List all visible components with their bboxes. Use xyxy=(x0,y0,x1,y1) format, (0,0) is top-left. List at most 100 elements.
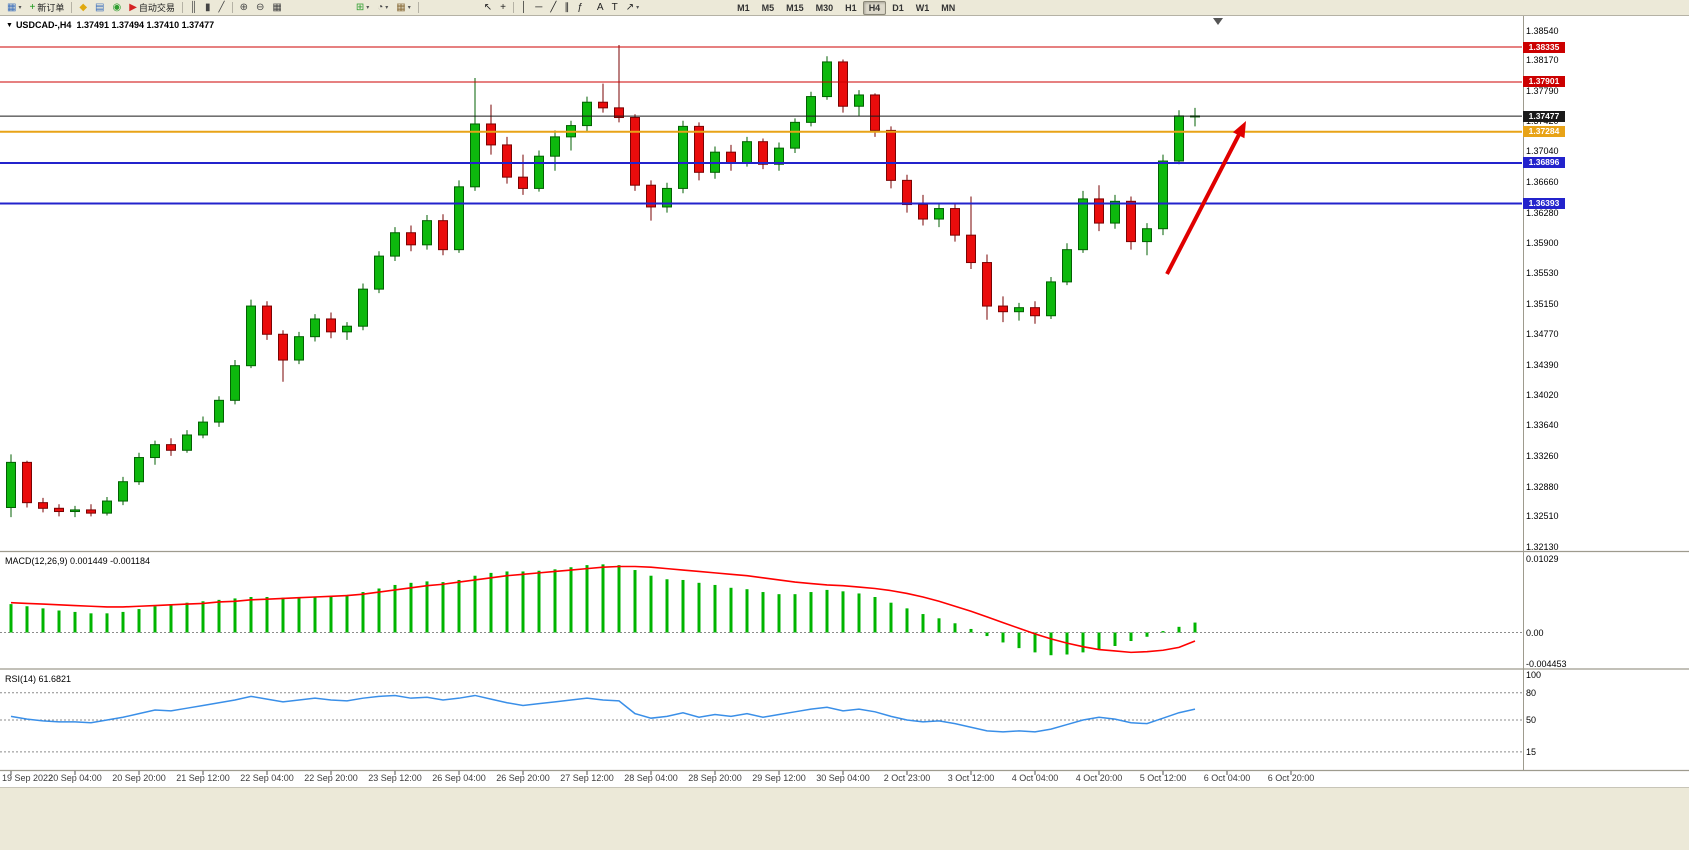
chart-collapse-icon[interactable]: ▼ xyxy=(6,22,13,29)
auto-trading-button[interactable]: ▶ 自动交易 xyxy=(125,1,179,15)
text-label-icon: T xyxy=(611,1,618,13)
toolbar-separator xyxy=(417,2,419,13)
toolbar-gap xyxy=(422,7,480,8)
candle-body-down xyxy=(630,117,640,186)
toolbar-separator xyxy=(71,2,73,13)
candle-body-up xyxy=(230,365,240,401)
tile-windows-icon: ▦ xyxy=(272,1,282,13)
main-toolbar: ▦ ▾ + 新订单 ◆ ▤ ◉ ▶ 自动交易 ║ ▮ ╱ ⊕ ⊖ ▦ ⊞ ▾ ◔ ▾ ▦ ▾ ↖ + │ ─ ╱ ∥ ƒ A T ↗ ▾ M1 M… xyxy=(0,0,1689,16)
time-axis[interactable] xyxy=(0,771,1689,787)
trendline-button[interactable]: ╱ xyxy=(546,1,560,15)
candle-body-up xyxy=(214,399,224,423)
rsi-line xyxy=(10,694,1196,733)
candle-body-up xyxy=(1046,281,1056,317)
candle-body-up xyxy=(1078,198,1088,251)
timeframe-h4-button[interactable]: H4 xyxy=(862,0,887,15)
candle-body-up xyxy=(1174,115,1184,162)
timeframe-m1-button[interactable]: M1 xyxy=(731,1,756,15)
text-button[interactable]: A xyxy=(593,1,608,15)
zoom-out-button[interactable]: ⊖ xyxy=(252,1,268,15)
new-chart-button[interactable]: ▦ ▾ xyxy=(3,1,25,15)
candle-body-down xyxy=(918,204,928,220)
vertical-line-button[interactable]: │ xyxy=(517,1,531,15)
bars-chart-button[interactable]: ║ xyxy=(186,1,201,15)
candle-body-down xyxy=(998,305,1008,313)
candle-body-down xyxy=(598,101,608,109)
text-label-button[interactable]: T xyxy=(608,1,622,15)
candle-body-down xyxy=(38,502,48,509)
clock-icon: ◔ xyxy=(377,1,384,13)
dropdown-arrow-icon: ▾ xyxy=(385,5,389,11)
periods-button[interactable]: ◔ ▾ xyxy=(373,1,392,15)
macd-signal-line xyxy=(10,565,1196,654)
candle-body-down xyxy=(22,461,32,504)
line-chart-button[interactable]: ╱ xyxy=(215,1,229,15)
chart-title-symbol: USDCAD-,H4 xyxy=(15,20,72,30)
candle-body-down xyxy=(694,125,704,173)
candlestick-series[interactable] xyxy=(6,45,1200,518)
auto-trading-button-label: 自动交易 xyxy=(138,3,175,13)
crosshair-button[interactable]: + xyxy=(496,1,510,15)
zoom-in-icon: ⊕ xyxy=(239,1,248,13)
trend-arrow-annotation[interactable] xyxy=(1165,128,1244,275)
window-bottom-area xyxy=(0,787,1689,850)
metaeditor-button[interactable]: ◆ xyxy=(75,1,91,15)
indicators-button[interactable]: ⊞ ▾ xyxy=(352,1,373,15)
zoom-out-icon: ⊖ xyxy=(255,1,265,13)
strategy-tester-icon: ◉ xyxy=(112,1,122,13)
market-watch-icon: ▤ xyxy=(95,1,105,13)
horizontal-line-button[interactable]: ─ xyxy=(531,1,546,15)
line-chart-icon: ╱ xyxy=(218,1,225,13)
candle-body-down xyxy=(1030,307,1040,317)
new-chart-icon: ▦ xyxy=(7,1,17,13)
timeframe-mn-button[interactable]: MN xyxy=(935,1,961,15)
candle-body-up xyxy=(854,94,864,107)
price-axis[interactable] xyxy=(1523,16,1689,771)
rsi-value: 61.6821 xyxy=(38,674,72,684)
cursor-button[interactable]: ↖ xyxy=(480,1,496,15)
timeframe-m5-button[interactable]: M5 xyxy=(756,1,781,15)
candle-body-down xyxy=(86,509,96,514)
candle-body-down xyxy=(838,61,848,107)
candle-body-down xyxy=(614,107,624,119)
candle-body-up xyxy=(150,444,160,459)
candle-body-up xyxy=(822,61,832,98)
candle-body-down xyxy=(966,234,976,264)
candle-body-down xyxy=(406,232,416,246)
new-order-button-label: 新订单 xyxy=(37,3,65,13)
tile-windows-button[interactable]: ▦ xyxy=(268,1,285,15)
fibonac­ci-button[interactable]: ƒ xyxy=(573,1,587,15)
candlestick-chart-button[interactable]: ▮ xyxy=(201,1,215,15)
timeframe-d1-button[interactable]: D1 xyxy=(886,1,910,15)
candle-body-down xyxy=(54,507,64,513)
channel-button[interactable]: ∥ xyxy=(560,1,573,15)
strategy-tester-button[interactable]: ◉ xyxy=(108,1,125,15)
candlestick-chart-icon: ▮ xyxy=(205,1,211,13)
candle-body-down xyxy=(982,262,992,307)
arrows-button[interactable]: ↗ ▾ xyxy=(622,1,643,15)
macd-indicator-label: MACD(12,26,9) 0.001449 -0.001184 xyxy=(5,556,150,566)
candle-body-up xyxy=(742,141,752,164)
candle-body-down xyxy=(486,123,496,146)
chart-shift-marker[interactable] xyxy=(1213,18,1223,25)
timeframe-w1-button[interactable]: W1 xyxy=(910,1,936,15)
rsi-name: RSI(14) xyxy=(5,674,37,684)
zoom-in-button[interactable]: ⊕ xyxy=(236,1,252,15)
candle-body-up xyxy=(294,336,304,361)
rsi-indicator-label: RSI(14) 61.6821 xyxy=(5,674,71,684)
arrow-objects-icon: ↗ xyxy=(625,1,635,13)
candle-body-up xyxy=(790,121,800,149)
template-icon: ▦ xyxy=(396,1,406,13)
new-order-button[interactable]: + 新订单 xyxy=(25,1,68,15)
timeframe-m30-button[interactable]: M30 xyxy=(810,1,840,15)
timeframe-m15-button[interactable]: M15 xyxy=(780,1,810,15)
fibonacci-icon: ƒ xyxy=(577,1,583,13)
market-watch-button[interactable]: ▤ xyxy=(91,1,108,15)
trendline-icon: ╱ xyxy=(550,1,557,13)
candle-body-up xyxy=(1110,200,1120,224)
timeframe-h1-button[interactable]: H1 xyxy=(839,1,863,15)
candle-body-up xyxy=(1158,160,1168,230)
candle-body-up xyxy=(1062,249,1072,283)
templates-button[interactable]: ▦ ▾ xyxy=(392,1,414,15)
